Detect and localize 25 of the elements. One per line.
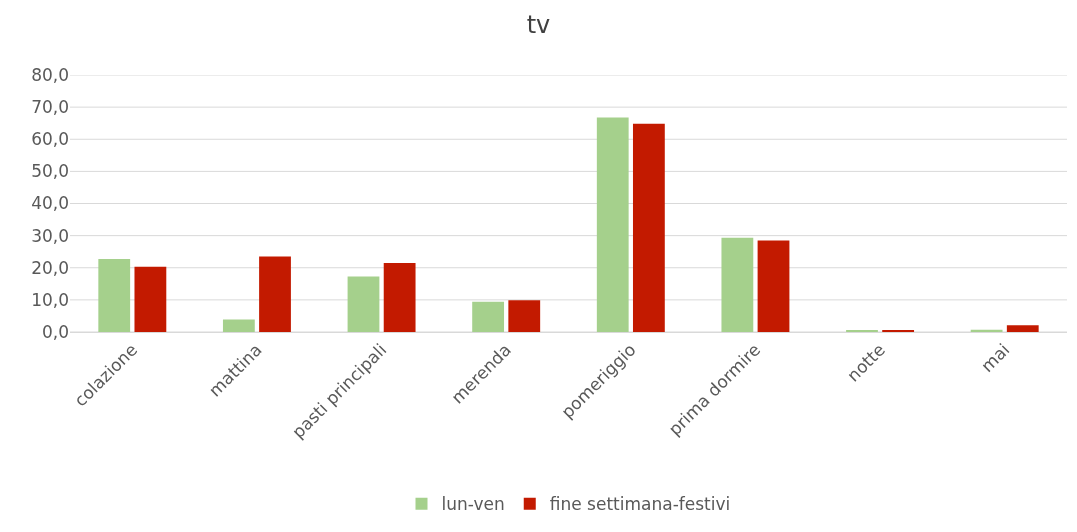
legend-label: lun-ven [441, 494, 505, 515]
y-tick-label: 60,0 [31, 129, 69, 150]
bar [134, 266, 167, 332]
bar [347, 276, 380, 332]
y-tick-label: 30,0 [31, 225, 69, 246]
bar [508, 300, 541, 332]
bar [383, 262, 416, 332]
bar [98, 259, 131, 332]
bar [721, 237, 754, 332]
bar [222, 319, 255, 332]
chart-title: tv [526, 10, 551, 39]
y-tick-label: 70,0 [31, 97, 69, 118]
y-tick-label: 20,0 [31, 257, 69, 278]
bar [259, 256, 291, 332]
y-tick-label: 10,0 [31, 289, 69, 310]
legend-label: fine settimana-festivi [549, 494, 731, 515]
bar [1006, 325, 1039, 332]
bar [757, 240, 790, 332]
bar [596, 117, 629, 332]
y-tick-label: 0,0 [41, 321, 69, 342]
y-tick-label: 40,0 [31, 193, 69, 214]
y-tick-label: 80,0 [31, 64, 69, 85]
bar [472, 301, 505, 332]
y-tick-label: 50,0 [31, 161, 69, 182]
bar [632, 123, 665, 332]
